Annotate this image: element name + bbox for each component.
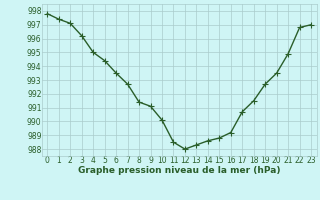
- X-axis label: Graphe pression niveau de la mer (hPa): Graphe pression niveau de la mer (hPa): [78, 166, 280, 175]
